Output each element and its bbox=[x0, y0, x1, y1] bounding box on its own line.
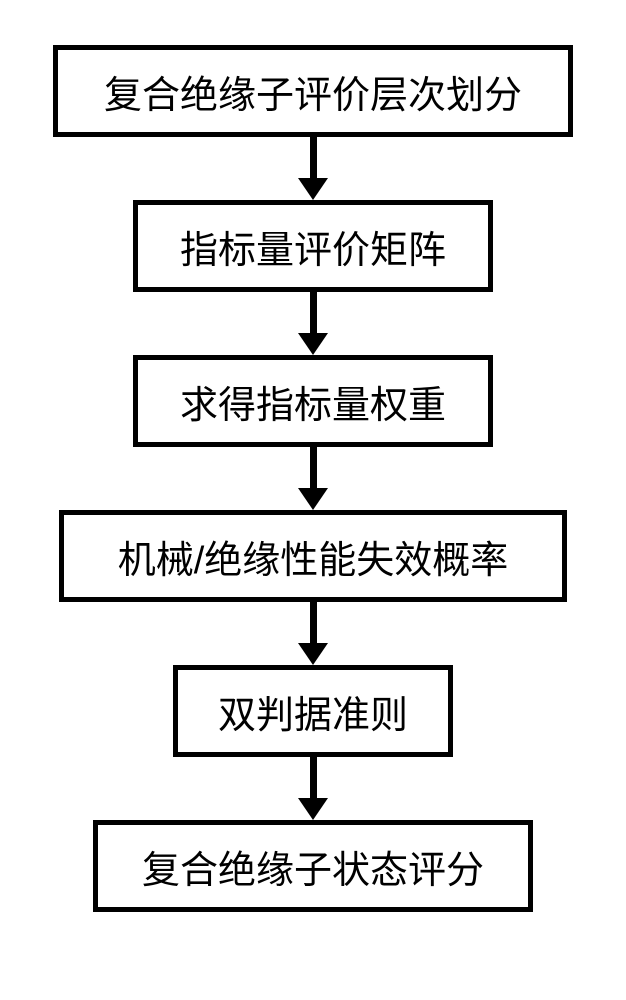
arrow-shaft bbox=[310, 137, 317, 179]
flow-node-5-label: 双判据准则 bbox=[218, 684, 408, 739]
flow-node-1: 复合绝缘子评价层次划分 bbox=[53, 45, 573, 137]
flow-node-6-label: 复合绝缘子状态评分 bbox=[142, 839, 484, 894]
flow-node-6: 复合绝缘子状态评分 bbox=[93, 820, 533, 912]
arrow-shaft bbox=[310, 757, 317, 799]
flow-node-4: 机械/绝缘性能失效概率 bbox=[59, 510, 567, 602]
arrow-head-icon bbox=[298, 333, 328, 355]
flow-arrow-5 bbox=[298, 757, 328, 820]
arrow-shaft bbox=[310, 292, 317, 334]
flow-node-5: 双判据准则 bbox=[173, 665, 453, 757]
arrow-head-icon bbox=[298, 643, 328, 665]
arrow-shaft bbox=[310, 447, 317, 489]
flow-node-2: 指标量评价矩阵 bbox=[133, 200, 493, 292]
arrow-shaft bbox=[310, 602, 317, 644]
flow-node-3: 求得指标量权重 bbox=[133, 355, 493, 447]
flow-arrow-3 bbox=[298, 447, 328, 510]
flow-arrow-2 bbox=[298, 292, 328, 355]
flow-node-2-label: 指标量评价矩阵 bbox=[180, 219, 446, 274]
flow-node-1-label: 复合绝缘子评价层次划分 bbox=[104, 64, 522, 119]
flow-arrow-1 bbox=[298, 137, 328, 200]
arrow-head-icon bbox=[298, 488, 328, 510]
flowchart-container: 复合绝缘子评价层次划分 指标量评价矩阵 求得指标量权重 机械/绝缘性能失效概率 … bbox=[0, 0, 626, 1000]
arrow-head-icon bbox=[298, 798, 328, 820]
flow-arrow-4 bbox=[298, 602, 328, 665]
flow-node-4-label: 机械/绝缘性能失效概率 bbox=[118, 529, 509, 584]
arrow-head-icon bbox=[298, 178, 328, 200]
flow-node-3-label: 求得指标量权重 bbox=[180, 374, 446, 429]
